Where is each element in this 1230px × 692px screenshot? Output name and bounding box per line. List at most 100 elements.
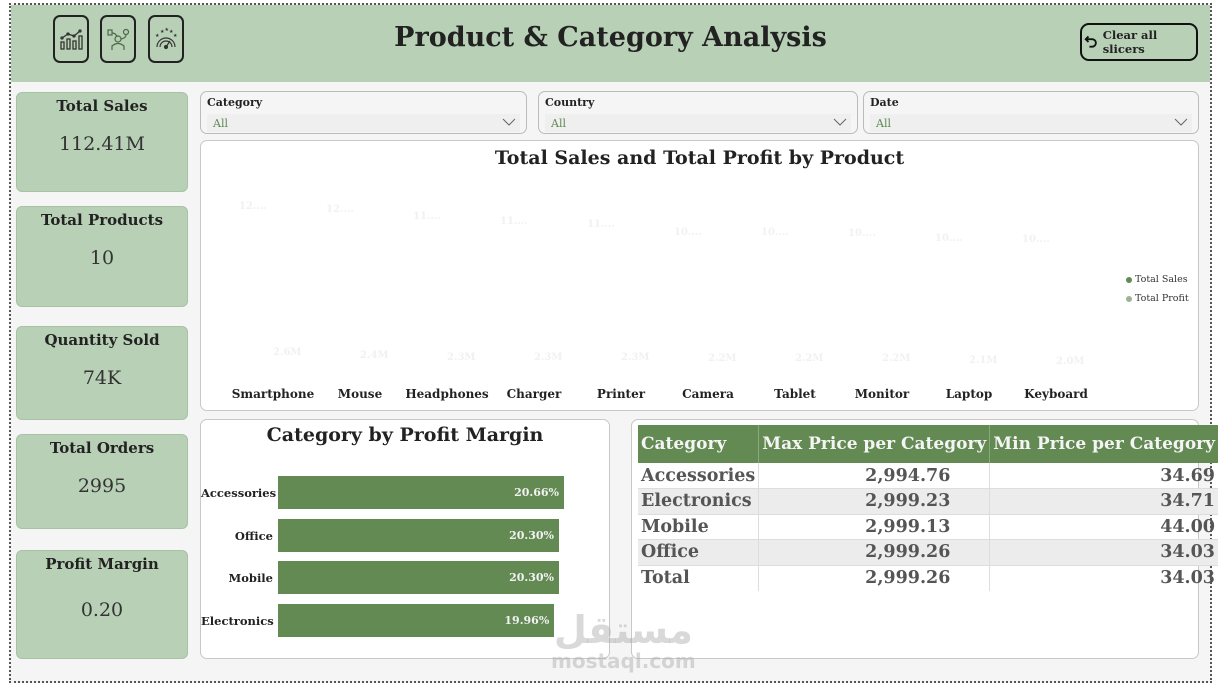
legend-label: Total Sales <box>1135 274 1188 285</box>
page-title: Product & Category Analysis <box>394 22 827 53</box>
slicer-label: Date <box>870 96 899 109</box>
hbar-profit-margin[interactable]: 20.66% <box>278 476 564 509</box>
bar-plot-area: 12.... 2.6M 12.... 2.4M 11.... 2.3M 11.... 2.3M… <box>239 200 1085 368</box>
legend-item-total-sales[interactable]: Total Sales <box>1126 274 1189 285</box>
cell-min-price: 34.69 <box>989 463 1218 489</box>
nav-button-sales-overview[interactable] <box>53 15 89 63</box>
hbar-value-label: 20.30% <box>509 528 555 542</box>
table-row[interactable]: Office 2,999.26 34.03 <box>638 539 1218 566</box>
legend-label: Total Profit <box>1135 293 1189 304</box>
cell-category: Mobile <box>638 514 759 540</box>
slicer-date[interactable]: Date All <box>863 91 1199 134</box>
cell-min-price: 34.03 <box>989 565 1218 591</box>
cell-category: Accessories <box>638 463 759 489</box>
kpi-value: 74K <box>82 367 122 389</box>
column-header-category[interactable]: Category <box>638 425 759 463</box>
hbar-category-label: Mobile <box>228 571 274 585</box>
hbar-row: Mobile 20.30% <box>201 561 601 595</box>
x-axis-label: Charger <box>506 387 562 401</box>
slicer-category[interactable]: Category All <box>200 91 527 134</box>
x-axis-label: Headphones <box>405 387 489 401</box>
legend-dot-icon <box>1126 295 1132 302</box>
kpi-card-total-orders: Total Orders 2995 <box>16 434 188 529</box>
chevron-down-icon <box>1174 118 1188 126</box>
cell-category: Office <box>638 539 759 566</box>
legend-dot-icon <box>1126 276 1132 283</box>
nav-button-performance[interactable]: ★ ★ ★ ★ ★ <box>148 15 184 63</box>
table-total-row[interactable]: Total 2,999.26 34.03 <box>638 565 1218 591</box>
cell-max-price: 2,999.23 <box>758 488 990 515</box>
watermark-latin: mostaql.com <box>551 649 696 673</box>
cell-max-price: 2,999.26 <box>758 539 990 566</box>
slicer-label: Category <box>207 96 263 109</box>
watermark-arabic: مستقل <box>553 608 693 652</box>
table-row[interactable]: Electronics 2,999.23 34.71 <box>638 488 1218 515</box>
hbar-row: Office 20.30% <box>201 518 601 553</box>
cell-category: Electronics <box>638 488 759 515</box>
slicer-dropdown[interactable]: All <box>870 114 1192 132</box>
table-header-row: Category Max Price per Category Min Pric… <box>638 425 1218 463</box>
hbar-profit-margin[interactable]: 20.30% <box>278 518 560 552</box>
hbar-profit-margin[interactable]: 19.96% <box>278 603 555 637</box>
x-axis-label: Camera <box>682 387 734 401</box>
cell-min-price: 34.71 <box>989 488 1218 515</box>
x-axis-label: Monitor <box>854 387 910 401</box>
sales-profit-chart-panel: Total Sales and Total Profit by Product … <box>200 140 1199 411</box>
chart-growth-icon <box>60 29 83 50</box>
kpi-label: Total Sales <box>56 97 148 115</box>
svg-text:★: ★ <box>160 29 165 35</box>
table-row[interactable]: Mobile 2,999.13 44.00 <box>638 514 1218 540</box>
slicer-dropdown[interactable]: All <box>545 114 851 132</box>
kpi-value: 0.20 <box>80 599 124 621</box>
chart-title: Category by Profit Margin <box>266 424 544 446</box>
x-axis-labels: Smartphone Mouse Headphones Charger Printer C… <box>201 387 1200 407</box>
kpi-label: Total Orders <box>49 439 155 457</box>
kpi-label: Quantity Sold <box>44 331 160 349</box>
svg-text:★: ★ <box>173 33 178 39</box>
kpi-card-profit-margin: Profit Margin 0.20 <box>16 550 188 659</box>
column-header-min-price[interactable]: Min Price per Category <box>989 425 1218 463</box>
clear-all-slicers-button[interactable]: Clear all slicers <box>1080 23 1198 61</box>
cell-min-price: 44.00 <box>989 514 1218 540</box>
hbar-row: Electronics 19.96% <box>201 603 601 638</box>
chart-title: Total Sales and Total Profit by Product <box>494 147 905 169</box>
kpi-value: 10 <box>89 247 115 269</box>
hbar-profit-margin[interactable]: 20.30% <box>278 561 560 594</box>
column-header-max-price[interactable]: Max Price per Category <box>758 425 990 463</box>
chevron-down-icon <box>502 118 516 126</box>
table-row[interactable]: Accessories 2,994.76 34.69 <box>638 463 1218 489</box>
slicer-country[interactable]: Country All <box>538 91 858 134</box>
slicer-dropdown[interactable]: All <box>207 114 520 132</box>
dashboard-canvas: ★ ★ ★ ★ ★ Product & Category Analysis Clear … <box>9 3 1218 683</box>
hbar-category-label: Accessories <box>201 486 277 500</box>
kpi-label: Profit Margin <box>45 555 159 573</box>
kpi-value: 112.41M <box>59 133 145 155</box>
svg-text:★: ★ <box>155 33 160 39</box>
x-axis-label: Laptop <box>945 387 993 401</box>
slicer-value: All <box>876 117 891 130</box>
nav-button-analyst[interactable] <box>100 15 136 63</box>
profit-margin-chart-panel: Category by Profit Margin Accessories 20.… <box>200 419 610 659</box>
hbar-plot-area: Accessories 20.66% Office 20.30% Mobile 20.30… <box>201 476 611 646</box>
analyst-person-icon <box>107 28 130 50</box>
cell-max-price: 2,999.13 <box>758 514 990 540</box>
svg-text:★: ★ <box>165 27 170 33</box>
watermark: مستقل mostaql.com <box>551 610 696 672</box>
x-axis-label: Keyboard <box>1024 387 1088 401</box>
hbar-value-label: 20.30% <box>509 571 555 584</box>
kpi-card-total-products: Total Products 10 <box>16 206 188 307</box>
header-bar: ★ ★ ★ ★ ★ Product & Category Analysis Clear … <box>11 5 1210 82</box>
x-axis-label: Printer <box>596 387 646 401</box>
slicer-label: Country <box>545 96 595 109</box>
kpi-card-total-sales: Total Sales 112.41M <box>16 92 188 192</box>
chevron-down-icon <box>833 118 847 126</box>
hbar-row: Accessories 20.66% <box>201 476 601 510</box>
legend-item-total-profit[interactable]: Total Profit <box>1126 293 1189 304</box>
svg-text:★: ★ <box>169 29 174 35</box>
hbar-category-label: Office <box>234 528 273 543</box>
cell-max-price: 2,999.26 <box>758 565 990 591</box>
hbar-category-label: Electronics <box>201 613 274 628</box>
x-axis-label: Mouse <box>337 387 383 401</box>
gauge-rating-icon: ★★ ★ ★★ <box>155 27 178 50</box>
cell-category: Total <box>641 568 690 588</box>
